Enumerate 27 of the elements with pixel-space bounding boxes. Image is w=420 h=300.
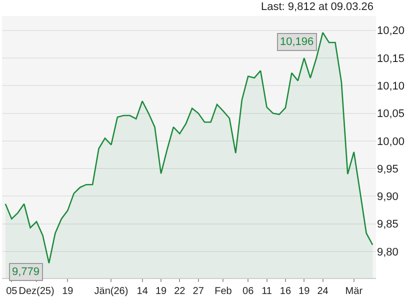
y-tick-label: 9,95 bbox=[377, 163, 398, 176]
x-tick-label: 06 bbox=[242, 286, 254, 297]
x-tick-label: 05 bbox=[6, 286, 18, 297]
x-tick-label: 19 bbox=[155, 286, 167, 297]
x-tick-label: 22 bbox=[174, 286, 186, 297]
y-tick-label: 10,05 bbox=[377, 108, 405, 120]
annotation: 9,779 bbox=[12, 266, 40, 278]
x-tick-label: Mär bbox=[345, 286, 364, 297]
x-tick-label: 19 bbox=[298, 286, 310, 297]
x-tick-label: 27 bbox=[192, 286, 204, 297]
y-tick-label: 10,10 bbox=[377, 80, 405, 92]
x-tick-label: 14 bbox=[136, 286, 148, 297]
x-tick-label: 11 bbox=[262, 286, 272, 297]
y-tick-label: 9,90 bbox=[377, 191, 398, 204]
x-tick-label: Dez(25) bbox=[18, 286, 54, 297]
y-tick-label: 10,20 bbox=[377, 25, 405, 38]
chart-subtitle: Last: 9,812 at 09.03.26 bbox=[261, 1, 374, 13]
x-tick-label: Feb bbox=[214, 286, 232, 297]
x-tick-label: 19 bbox=[62, 286, 74, 297]
x-tick-label: 16 bbox=[280, 286, 292, 297]
y-tick-label: 9,85 bbox=[377, 218, 398, 231]
y-tick-label: 10,00 bbox=[377, 136, 405, 148]
y-tick-label: 9,80 bbox=[377, 246, 398, 258]
x-tick-label: Jän(26) bbox=[94, 286, 128, 297]
annotation: 10,196 bbox=[280, 36, 314, 48]
x-tick-label: 24 bbox=[317, 286, 329, 297]
y-tick-label: 10,15 bbox=[377, 52, 405, 65]
